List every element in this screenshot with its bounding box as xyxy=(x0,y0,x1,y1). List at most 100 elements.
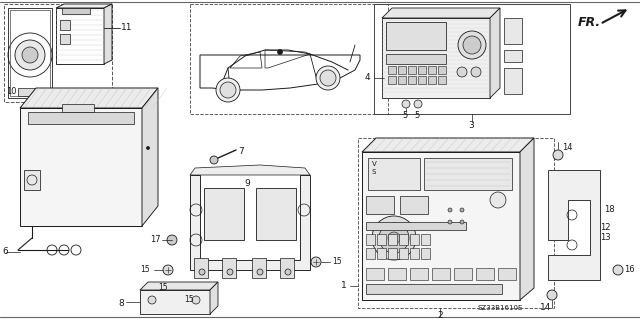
Polygon shape xyxy=(490,8,500,98)
Text: SZ33B1610E: SZ33B1610E xyxy=(478,305,524,311)
Bar xyxy=(366,234,375,245)
Circle shape xyxy=(388,232,400,244)
Text: 13: 13 xyxy=(600,234,611,242)
Bar xyxy=(432,268,450,280)
Text: 1: 1 xyxy=(341,281,347,291)
Text: 14: 14 xyxy=(540,303,552,313)
Text: 11: 11 xyxy=(121,24,132,33)
Bar xyxy=(388,234,397,245)
Bar xyxy=(377,234,386,245)
Bar xyxy=(424,158,512,190)
Polygon shape xyxy=(382,18,490,98)
Circle shape xyxy=(460,208,464,212)
Circle shape xyxy=(15,40,45,70)
Circle shape xyxy=(163,265,173,275)
Circle shape xyxy=(490,192,506,208)
Text: 16: 16 xyxy=(624,265,635,275)
Circle shape xyxy=(257,269,263,275)
Bar xyxy=(428,76,436,84)
Text: 6: 6 xyxy=(2,248,8,256)
Bar xyxy=(398,66,406,74)
Text: 17: 17 xyxy=(150,235,161,244)
Circle shape xyxy=(471,67,481,77)
Bar xyxy=(421,248,430,259)
Circle shape xyxy=(207,295,217,305)
Polygon shape xyxy=(142,88,158,226)
Circle shape xyxy=(210,156,218,164)
Bar xyxy=(24,170,40,190)
Circle shape xyxy=(278,49,282,55)
Circle shape xyxy=(448,220,452,224)
Circle shape xyxy=(458,31,486,59)
Circle shape xyxy=(463,36,481,54)
Bar xyxy=(374,4,570,114)
Text: S: S xyxy=(372,169,376,175)
Bar xyxy=(60,34,70,44)
Text: 14: 14 xyxy=(562,144,573,152)
Bar xyxy=(190,4,388,114)
Bar xyxy=(366,248,375,259)
Text: 5: 5 xyxy=(402,110,407,120)
Bar xyxy=(60,20,70,30)
Text: 10: 10 xyxy=(6,87,17,97)
Circle shape xyxy=(448,208,452,212)
Bar xyxy=(62,8,90,14)
Polygon shape xyxy=(362,152,520,300)
Bar xyxy=(438,66,446,74)
Circle shape xyxy=(372,216,416,260)
Bar xyxy=(366,196,394,214)
Bar xyxy=(418,66,426,74)
Circle shape xyxy=(402,100,410,108)
Polygon shape xyxy=(190,165,310,175)
Bar xyxy=(408,66,416,74)
Polygon shape xyxy=(190,175,310,270)
Circle shape xyxy=(167,235,177,245)
Text: 15: 15 xyxy=(158,284,168,293)
Bar xyxy=(418,76,426,84)
Text: 4: 4 xyxy=(365,73,371,83)
Bar xyxy=(386,22,446,50)
Circle shape xyxy=(311,257,321,267)
Text: 5: 5 xyxy=(414,110,419,120)
Circle shape xyxy=(147,146,150,150)
Bar xyxy=(504,68,522,94)
Bar xyxy=(388,268,406,280)
Text: 15: 15 xyxy=(184,295,194,305)
Bar xyxy=(377,248,386,259)
Text: 9: 9 xyxy=(244,179,250,188)
Text: 3: 3 xyxy=(468,122,474,130)
Bar xyxy=(400,196,428,214)
Circle shape xyxy=(216,78,240,102)
Bar xyxy=(399,234,408,245)
Text: 7: 7 xyxy=(238,147,244,157)
Polygon shape xyxy=(548,170,600,280)
Bar xyxy=(366,268,384,280)
Circle shape xyxy=(227,269,233,275)
Circle shape xyxy=(613,265,623,275)
Bar xyxy=(408,76,416,84)
Polygon shape xyxy=(362,138,534,152)
Polygon shape xyxy=(280,258,294,278)
Bar xyxy=(428,66,436,74)
Text: 2: 2 xyxy=(437,311,443,319)
Polygon shape xyxy=(382,8,500,18)
Bar xyxy=(386,54,446,64)
Circle shape xyxy=(192,296,200,304)
Bar xyxy=(358,138,554,308)
Bar xyxy=(504,18,522,44)
Bar xyxy=(62,104,94,112)
Circle shape xyxy=(547,290,557,300)
Polygon shape xyxy=(252,258,266,278)
Circle shape xyxy=(379,223,409,253)
Text: V: V xyxy=(372,161,377,167)
Bar xyxy=(388,76,396,84)
Bar xyxy=(368,158,420,190)
Polygon shape xyxy=(20,88,158,108)
Circle shape xyxy=(199,269,205,275)
Circle shape xyxy=(220,82,236,98)
Bar xyxy=(498,268,516,280)
Circle shape xyxy=(553,150,563,160)
Circle shape xyxy=(22,47,38,63)
Bar xyxy=(399,248,408,259)
Bar xyxy=(421,234,430,245)
